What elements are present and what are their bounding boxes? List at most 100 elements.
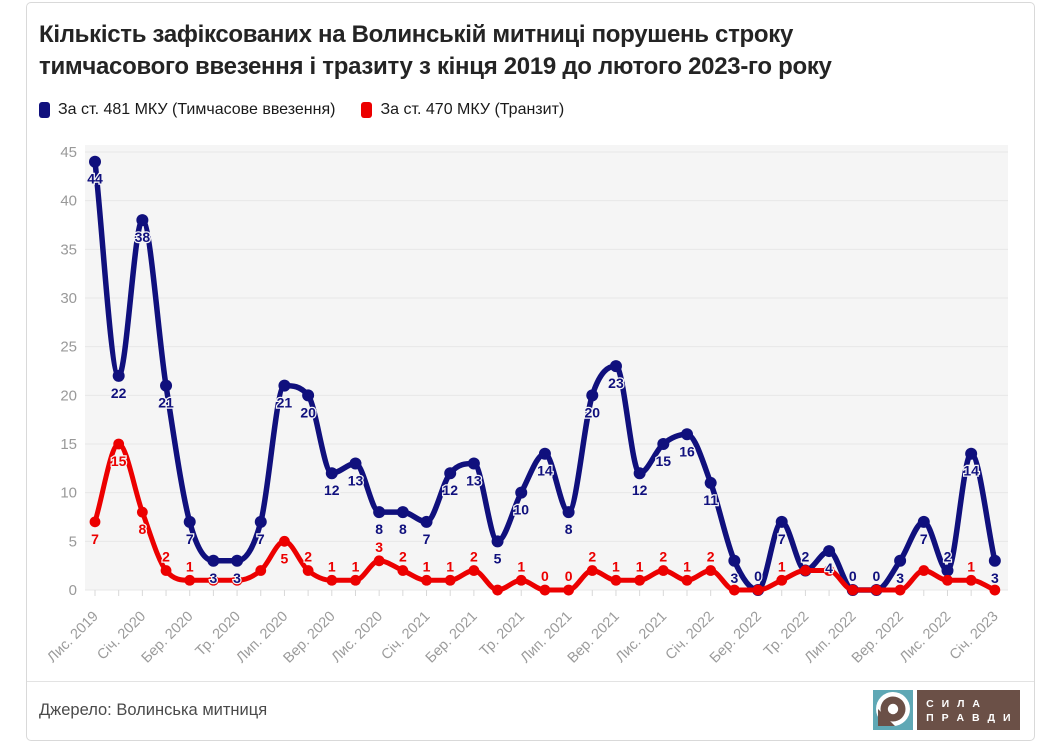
sila-pravdy-logo: С И Л А П Р А В Д И — [873, 690, 1020, 730]
value-label: 14 — [963, 463, 979, 479]
x-tick-label: Лис. 2020 — [329, 609, 386, 666]
data-point — [847, 584, 859, 596]
value-label: 20 — [300, 404, 316, 420]
value-label: 2 — [707, 549, 715, 565]
data-point — [563, 584, 574, 596]
value-label: 0 — [541, 568, 549, 584]
value-label: 2 — [659, 549, 667, 565]
data-point — [871, 584, 882, 596]
value-label: 8 — [138, 521, 146, 537]
data-point — [681, 574, 693, 586]
value-label: 0 — [565, 568, 573, 584]
value-label: 3 — [210, 570, 218, 586]
data-point — [728, 584, 740, 596]
y-tick-label: 45 — [60, 144, 77, 161]
value-label: 12 — [442, 482, 458, 498]
chart-title: Кількість зафіксованих на Волинській мит… — [39, 19, 999, 83]
data-point — [942, 574, 953, 586]
value-label: 20 — [584, 404, 600, 420]
data-point — [492, 584, 503, 596]
data-point — [586, 389, 599, 402]
data-point — [894, 584, 906, 596]
data-point — [941, 564, 954, 577]
data-point — [89, 155, 101, 168]
x-tick-label: Бер. 2020 — [139, 609, 197, 667]
value-label: 12 — [632, 482, 648, 498]
value-label: 12 — [324, 482, 340, 498]
data-point — [325, 467, 338, 480]
data-point — [113, 438, 125, 450]
sila-pravdy-icon — [873, 690, 914, 730]
chart-title-line2: тимчасового ввезення і тразиту з кінця 2… — [39, 53, 832, 80]
value-label: 16 — [679, 443, 695, 459]
value-label: 22 — [111, 385, 127, 401]
data-point — [396, 506, 409, 519]
data-point — [491, 535, 504, 548]
data-point — [183, 515, 196, 528]
logo-line1: С И Л А — [926, 697, 983, 710]
value-label: 1 — [636, 558, 644, 574]
value-label: 7 — [186, 531, 194, 547]
value-label: 44 — [87, 171, 103, 187]
data-point — [397, 565, 409, 576]
value-label: 2 — [162, 549, 170, 565]
value-label: 1 — [517, 558, 525, 574]
data-point — [279, 535, 290, 547]
data-point — [633, 467, 646, 480]
data-point — [562, 506, 575, 519]
data-point — [302, 389, 315, 402]
data-point — [538, 447, 551, 460]
value-label: 23 — [608, 375, 624, 391]
legend-item: За ст. 481 МКУ (Тимчасове ввезення) — [39, 101, 335, 119]
footer-divider: Джерело: Волинська митниця С И Л А П Р А… — [27, 681, 1034, 738]
x-tick-label: Бер. 2022 — [707, 609, 765, 667]
data-point — [586, 565, 598, 576]
data-point — [467, 457, 480, 470]
value-label: 2 — [944, 549, 952, 565]
value-label: 2 — [399, 549, 407, 565]
data-point — [326, 574, 338, 586]
data-point — [657, 438, 670, 450]
value-label: 8 — [399, 521, 407, 537]
data-point — [988, 554, 1001, 567]
value-label: 0 — [754, 568, 762, 584]
value-label: 10 — [513, 502, 529, 518]
value-label: 7 — [91, 531, 99, 547]
x-tick-label: Лис. 2021 — [613, 609, 670, 666]
x-tick-label: Лис. 2019 — [44, 609, 101, 666]
data-point — [255, 565, 267, 576]
value-label: 13 — [348, 472, 364, 488]
data-point — [965, 574, 977, 586]
data-point — [184, 574, 196, 586]
value-label: 2 — [470, 549, 478, 565]
value-label: 3 — [991, 570, 999, 586]
value-label: 3 — [375, 539, 383, 555]
value-label: 7 — [423, 531, 431, 547]
value-label: 2 — [802, 549, 810, 565]
y-tick-label: 0 — [69, 582, 77, 599]
data-point — [160, 379, 173, 392]
data-point — [136, 506, 148, 518]
plot-background — [85, 145, 1008, 590]
value-label: 1 — [778, 558, 786, 574]
data-point — [207, 554, 220, 567]
value-label: 7 — [778, 531, 786, 547]
data-point — [657, 565, 669, 576]
data-point — [728, 554, 741, 567]
x-tick-label: Січ. 2023 — [947, 609, 1002, 664]
data-point — [112, 369, 125, 382]
data-point — [775, 515, 788, 528]
legend-label-481: За ст. 481 МКУ (Тимчасове ввезення) — [58, 101, 336, 118]
y-tick-label: 5 — [69, 533, 77, 550]
value-label: 3 — [233, 570, 241, 586]
data-point — [681, 428, 693, 441]
value-label: 8 — [565, 521, 573, 537]
value-label: 8 — [375, 521, 383, 537]
data-point — [989, 584, 1001, 596]
logo-line2: П Р А В Д И — [926, 711, 1013, 724]
data-point — [373, 506, 386, 519]
x-tick-label: Лис. 2022 — [897, 609, 954, 666]
legend-item: За ст. 470 МКУ (Транзит) — [361, 101, 564, 119]
data-point — [349, 457, 362, 470]
value-label: 4 — [825, 560, 833, 576]
